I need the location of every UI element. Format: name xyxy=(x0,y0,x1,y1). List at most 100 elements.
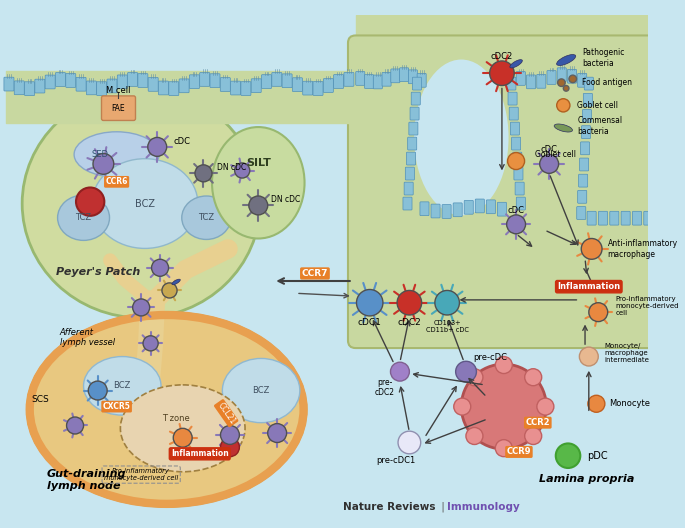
Text: SCS: SCS xyxy=(32,395,49,404)
Text: CCR7: CCR7 xyxy=(301,269,328,278)
Circle shape xyxy=(221,426,239,445)
FancyBboxPatch shape xyxy=(409,122,418,135)
Text: Immunology: Immunology xyxy=(447,502,520,512)
Ellipse shape xyxy=(74,132,159,177)
FancyBboxPatch shape xyxy=(382,72,391,86)
Circle shape xyxy=(268,423,286,442)
FancyBboxPatch shape xyxy=(512,137,521,150)
Ellipse shape xyxy=(121,385,245,472)
Circle shape xyxy=(588,395,605,412)
FancyBboxPatch shape xyxy=(513,152,522,165)
FancyBboxPatch shape xyxy=(391,69,400,83)
FancyBboxPatch shape xyxy=(587,211,596,225)
Circle shape xyxy=(563,86,569,91)
FancyBboxPatch shape xyxy=(431,204,440,218)
FancyBboxPatch shape xyxy=(408,137,416,150)
Text: SILT: SILT xyxy=(246,158,271,168)
FancyBboxPatch shape xyxy=(4,77,14,91)
Text: Monocyte: Monocyte xyxy=(610,399,651,408)
FancyBboxPatch shape xyxy=(127,72,138,87)
Text: |: | xyxy=(438,502,448,512)
FancyBboxPatch shape xyxy=(408,70,417,83)
Text: BCZ: BCZ xyxy=(114,381,131,390)
FancyBboxPatch shape xyxy=(221,78,230,91)
Ellipse shape xyxy=(223,359,300,422)
Text: SED: SED xyxy=(91,150,108,159)
FancyBboxPatch shape xyxy=(86,81,97,95)
FancyBboxPatch shape xyxy=(486,200,495,214)
Circle shape xyxy=(495,356,512,373)
FancyBboxPatch shape xyxy=(557,68,566,82)
FancyBboxPatch shape xyxy=(509,107,519,120)
FancyBboxPatch shape xyxy=(464,201,473,214)
FancyBboxPatch shape xyxy=(292,78,302,91)
Ellipse shape xyxy=(182,196,231,239)
Text: Anti-inflammatory
macrophage: Anti-inflammatory macrophage xyxy=(608,239,678,259)
Text: Commensal
bacteria: Commensal bacteria xyxy=(577,116,623,136)
Text: Lamina propria: Lamina propria xyxy=(539,474,634,484)
FancyBboxPatch shape xyxy=(403,197,412,210)
FancyBboxPatch shape xyxy=(356,71,365,86)
FancyBboxPatch shape xyxy=(577,73,587,87)
Text: Goblet cell: Goblet cell xyxy=(577,101,619,110)
FancyBboxPatch shape xyxy=(514,167,523,180)
Circle shape xyxy=(461,364,547,449)
Circle shape xyxy=(540,155,558,173)
Ellipse shape xyxy=(58,195,110,240)
Text: Pro-inflammatory
monocyte-derived cell: Pro-inflammatory monocyte-derived cell xyxy=(104,468,178,481)
Text: DN cDC: DN cDC xyxy=(271,195,301,204)
FancyBboxPatch shape xyxy=(251,79,261,92)
FancyBboxPatch shape xyxy=(412,77,421,90)
FancyBboxPatch shape xyxy=(364,74,373,88)
FancyBboxPatch shape xyxy=(584,93,593,106)
FancyBboxPatch shape xyxy=(420,202,429,215)
FancyBboxPatch shape xyxy=(138,74,148,88)
FancyBboxPatch shape xyxy=(45,75,55,89)
Text: CCR9: CCR9 xyxy=(507,447,531,456)
FancyBboxPatch shape xyxy=(508,92,517,105)
Ellipse shape xyxy=(92,159,198,248)
Text: CCL21: CCL21 xyxy=(216,401,237,426)
FancyBboxPatch shape xyxy=(25,82,34,96)
Text: Inflammation: Inflammation xyxy=(558,282,621,291)
Circle shape xyxy=(195,165,212,182)
FancyBboxPatch shape xyxy=(582,109,591,122)
Circle shape xyxy=(580,347,598,366)
Text: Monocyte/
macrophage
intermediate: Monocyte/ macrophage intermediate xyxy=(604,343,649,363)
Text: BCZ: BCZ xyxy=(252,386,270,395)
Text: TCZ: TCZ xyxy=(198,213,214,222)
FancyBboxPatch shape xyxy=(580,142,590,155)
Circle shape xyxy=(66,417,84,434)
Ellipse shape xyxy=(554,124,573,132)
Text: pre-cDC: pre-cDC xyxy=(473,353,508,362)
FancyBboxPatch shape xyxy=(35,79,45,93)
Circle shape xyxy=(466,369,483,386)
Text: Nature Reviews: Nature Reviews xyxy=(343,502,436,512)
FancyBboxPatch shape xyxy=(515,182,524,195)
Circle shape xyxy=(466,428,483,445)
FancyBboxPatch shape xyxy=(442,204,451,219)
Circle shape xyxy=(235,163,250,178)
FancyBboxPatch shape xyxy=(303,81,313,95)
Text: cDC2: cDC2 xyxy=(490,52,513,61)
FancyBboxPatch shape xyxy=(200,72,210,86)
Text: TCZ: TCZ xyxy=(75,213,92,222)
Text: Pathogenic
bacteria: Pathogenic bacteria xyxy=(582,49,625,68)
Ellipse shape xyxy=(84,356,161,415)
FancyBboxPatch shape xyxy=(373,75,382,89)
FancyBboxPatch shape xyxy=(313,82,323,96)
Circle shape xyxy=(582,239,602,259)
Circle shape xyxy=(143,336,158,351)
FancyBboxPatch shape xyxy=(117,75,127,89)
FancyBboxPatch shape xyxy=(567,69,577,83)
Text: cDC: cDC xyxy=(540,145,558,154)
FancyBboxPatch shape xyxy=(179,79,189,93)
Circle shape xyxy=(435,290,460,315)
Circle shape xyxy=(249,196,268,215)
FancyBboxPatch shape xyxy=(101,96,136,120)
Circle shape xyxy=(453,398,471,415)
FancyBboxPatch shape xyxy=(577,191,587,203)
FancyBboxPatch shape xyxy=(158,81,169,95)
Text: CCR6: CCR6 xyxy=(105,177,128,186)
Text: cDC: cDC xyxy=(173,137,190,146)
